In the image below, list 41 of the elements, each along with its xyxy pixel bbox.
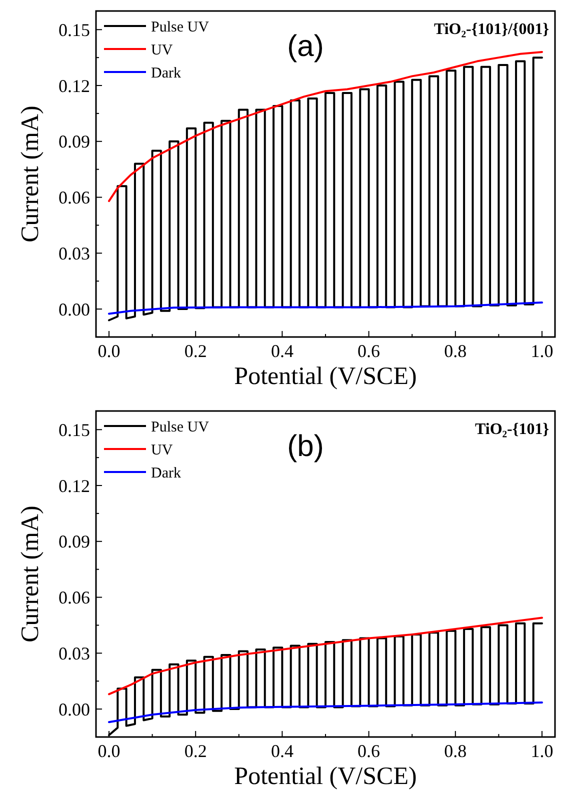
legend-label: Dark (151, 65, 182, 82)
y-tick-label: 0.15 (58, 20, 90, 40)
annotation: (b) (287, 430, 324, 463)
legend-label: Pulse UV (151, 419, 210, 436)
y-axis-title: Current (mA) (17, 106, 44, 242)
x-tick-label: 0.0 (98, 741, 120, 761)
x-tick-label: 1.0 (530, 741, 554, 761)
y-axis-title: Current (mA) (17, 506, 44, 642)
legend-label: Pulse UV (151, 19, 210, 36)
x-tick-label: 0.8 (444, 341, 467, 361)
y-tick-label: 0.03 (58, 243, 90, 264)
y-tick-label: 0.06 (58, 588, 90, 608)
x-tick-label: 0.4 (270, 341, 294, 361)
line-series (108, 702, 544, 724)
x-tick-label: 0.6 (358, 741, 380, 761)
x-tick-label: 0.0 (98, 341, 120, 361)
legend-label: UV (151, 42, 173, 58)
line-series (108, 616, 544, 696)
x-tick-label: 1.0 (530, 341, 554, 361)
y-tick-label: 0.15 (58, 420, 90, 440)
x-tick-label: 0.6 (358, 341, 380, 361)
y-tick-label: 0.03 (58, 643, 90, 664)
legend-label: UV (151, 442, 173, 458)
y-tick-label: 0.12 (58, 476, 90, 496)
y-tick-label: 0.00 (58, 299, 90, 320)
x-tick-label: 0.4 (270, 741, 294, 761)
line-series (108, 302, 544, 315)
x-tick-label: 0.8 (444, 741, 467, 761)
annotation: TiO₂-{101}/{001} (434, 21, 549, 38)
x-tick-label: 0.2 (184, 741, 207, 761)
y-tick-label: 0.06 (58, 188, 90, 208)
x-tick-label: 0.2 (184, 341, 207, 361)
y-tick-label: 0.12 (58, 76, 90, 96)
legend-label: Dark (151, 465, 182, 482)
annotation: TiO₂-{101} (474, 421, 549, 438)
y-tick-label: 0.09 (58, 532, 90, 552)
x-axis-title: Potential (V/SCE) (234, 363, 417, 390)
annotation: (a) (287, 30, 324, 63)
x-axis-title: Potential (V/SCE) (234, 763, 417, 790)
y-tick-label: 0.09 (58, 132, 90, 152)
y-tick-label: 0.00 (58, 699, 90, 720)
